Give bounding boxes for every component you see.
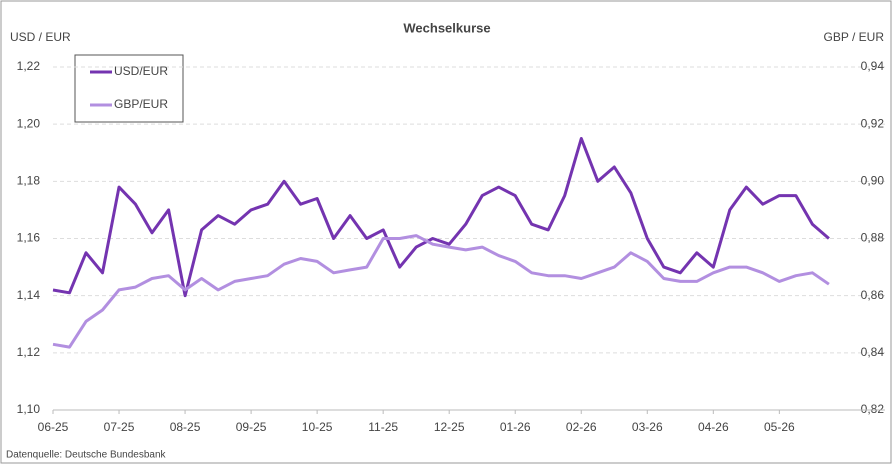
line-series bbox=[52, 234, 830, 349]
x-tick-label: 08-25 bbox=[170, 420, 201, 434]
y-tick-label: 1,22 bbox=[17, 59, 41, 73]
x-tick-label: 01-26 bbox=[500, 420, 531, 434]
x-tick-label: 03-26 bbox=[632, 420, 663, 434]
y2-tick-label: 0,84 bbox=[861, 345, 885, 359]
y-axis-title: USD / EUR bbox=[10, 30, 71, 44]
y2-tick-label: 0,82 bbox=[861, 402, 885, 416]
x-tick-label: 12-25 bbox=[434, 420, 465, 434]
x-tick-label: 02-26 bbox=[566, 420, 597, 434]
x-tick-label: 05-26 bbox=[764, 420, 795, 434]
x-tick-label: 09-25 bbox=[236, 420, 267, 434]
y-tick-label: 1,10 bbox=[17, 402, 41, 416]
y2-tick-label: 0,92 bbox=[861, 116, 885, 130]
legend-label: GBP/EUR bbox=[114, 97, 168, 111]
legend-label: USD/EUR bbox=[114, 64, 168, 78]
chart-title: Wechselkurse bbox=[403, 20, 490, 35]
legend-box bbox=[74, 54, 184, 123]
y2-tick-label: 0,94 bbox=[861, 59, 885, 73]
y-tick-label: 1,20 bbox=[17, 116, 41, 130]
y-tick-label: 1,14 bbox=[17, 288, 41, 302]
y-tick-label: 1,16 bbox=[17, 231, 41, 245]
x-tick-label: 04-26 bbox=[698, 420, 729, 434]
source: Datenquelle: Deutsche Bundesbank bbox=[6, 450, 167, 461]
y2-tick-label: 0,86 bbox=[861, 288, 885, 302]
x-tick-label: 06-25 bbox=[38, 420, 69, 434]
x-tick-label: 11-25 bbox=[368, 420, 398, 434]
y2-tick-label: 0,88 bbox=[861, 231, 885, 245]
x-tick-label: 07-25 bbox=[104, 420, 135, 434]
y2-tick-label: 0,90 bbox=[861, 174, 885, 188]
y2-axis-title: GBP / EUR bbox=[824, 30, 885, 44]
y-tick-label: 1,18 bbox=[17, 174, 41, 188]
line-series bbox=[52, 137, 830, 298]
y-tick-label: 1,12 bbox=[17, 345, 41, 359]
x-tick-label: 10-25 bbox=[302, 420, 333, 434]
